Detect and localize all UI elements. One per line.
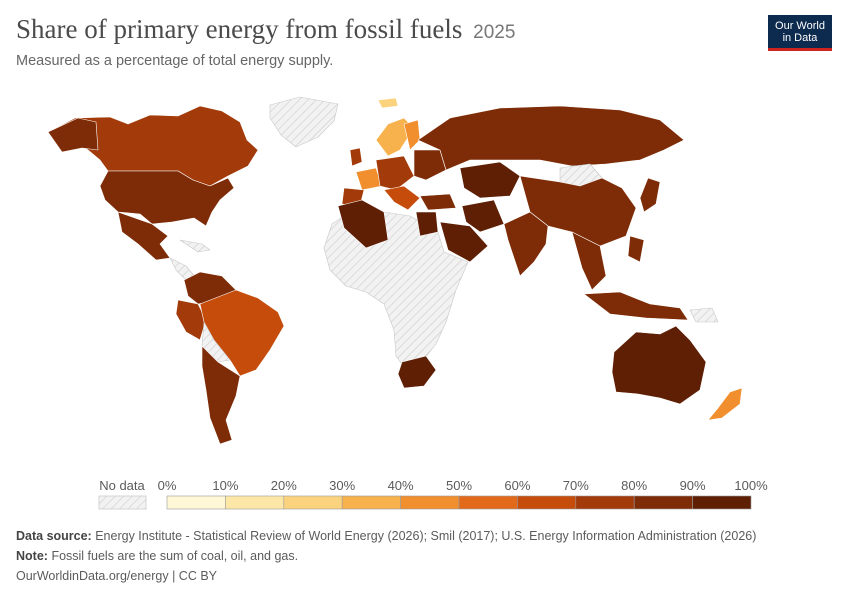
region-turkey[interactable] xyxy=(419,193,457,211)
region-png[interactable] xyxy=(689,307,719,323)
legend-bin-2[interactable] xyxy=(283,495,343,510)
region-greenland[interactable] xyxy=(269,96,339,148)
region-new-zealand[interactable] xyxy=(707,387,743,421)
legend-tick-labels: 0% 10% 20% 30% 40% 50% 60% 70% 80% 90% 100% xyxy=(158,478,768,493)
region-iran[interactable] xyxy=(461,199,505,233)
region-indonesia[interactable] xyxy=(583,291,689,321)
legend-bin-8[interactable] xyxy=(633,495,693,510)
source-label: Data source: xyxy=(16,529,92,543)
legend-bin-9[interactable] xyxy=(692,495,752,510)
region-russia[interactable] xyxy=(417,105,685,171)
region-canada[interactable] xyxy=(47,105,259,187)
legend-tick-label: 80% xyxy=(621,478,647,493)
legend-tick-label: 60% xyxy=(504,478,530,493)
region-central-europe[interactable] xyxy=(375,155,415,191)
no-data-label: No data xyxy=(99,478,145,493)
legend-bin-3[interactable] xyxy=(341,495,401,510)
world-map xyxy=(47,96,743,445)
region-philippines[interactable] xyxy=(627,235,645,263)
footer-note: Note: Fossil fuels are the sum of coal, … xyxy=(16,549,298,563)
region-iceland[interactable] xyxy=(377,97,399,109)
region-alaska[interactable] xyxy=(47,117,99,153)
legend-bin-6[interactable] xyxy=(517,495,577,510)
title-text: Share of primary energy from fossil fuel… xyxy=(16,14,463,44)
legend-bin-7[interactable] xyxy=(575,495,635,510)
region-south-africa[interactable] xyxy=(397,355,437,389)
logo-line-1: Our World xyxy=(775,20,825,32)
region-japan[interactable] xyxy=(639,177,661,213)
region-india[interactable] xyxy=(503,211,549,277)
legend-tick-label: 70% xyxy=(563,478,589,493)
owid-logo[interactable]: Our World in Data xyxy=(768,15,832,51)
legend-bin-4[interactable] xyxy=(400,495,460,510)
region-usa[interactable] xyxy=(99,170,235,227)
region-australia[interactable] xyxy=(611,325,707,405)
legend-bin-5[interactable] xyxy=(458,495,518,510)
no-data-swatch xyxy=(98,495,147,510)
legend-tick-label: 90% xyxy=(680,478,706,493)
legend-tick-label: 40% xyxy=(388,478,414,493)
legend-tick-label: 0% xyxy=(158,478,177,493)
note-text: Fossil fuels are the sum of coal, oil, a… xyxy=(51,549,299,563)
legend-bin-0[interactable] xyxy=(166,495,226,510)
note-label: Note: xyxy=(16,549,48,563)
region-arabia[interactable] xyxy=(439,221,489,263)
region-egypt[interactable] xyxy=(415,211,439,237)
region-eastern-europe[interactable] xyxy=(413,149,447,181)
region-peru[interactable] xyxy=(175,299,207,341)
map-legend: No data 0% 10% 20% 30% 40% 50% 60% 70% 80% 90% 100… xyxy=(98,478,768,510)
region-argentina-chile[interactable] xyxy=(201,345,241,445)
region-central-asia[interactable] xyxy=(459,161,521,199)
region-southeast-asia[interactable] xyxy=(571,231,607,291)
legend-tick-label: 20% xyxy=(271,478,297,493)
region-finland[interactable] xyxy=(403,119,421,151)
logo-line-2: in Data xyxy=(782,32,818,44)
chart-title: Share of primary energy from fossil fuel… xyxy=(16,14,515,45)
footer-url[interactable]: OurWorldinData.org/energy | CC BY xyxy=(16,569,218,583)
region-uk[interactable] xyxy=(349,147,363,167)
legend-bin-1[interactable] xyxy=(225,495,285,510)
legend-color-bins xyxy=(166,495,752,510)
legend-tick-label: 50% xyxy=(446,478,472,493)
region-caribbean[interactable] xyxy=(179,239,211,253)
footer-source: Data source: Energy Institute - Statisti… xyxy=(16,529,756,543)
region-algeria[interactable] xyxy=(337,199,389,249)
legend-tick-label: 100% xyxy=(734,478,768,493)
legend-tick-label: 10% xyxy=(212,478,238,493)
region-bolivia[interactable] xyxy=(201,321,231,363)
legend-tick-label: 30% xyxy=(329,478,355,493)
year-label: 2025 xyxy=(473,22,516,43)
chart-subtitle: Measured as a percentage of total energy… xyxy=(16,53,334,69)
source-text: Energy Institute - Statistical Review of… xyxy=(95,529,757,543)
region-africa[interactable] xyxy=(323,211,469,371)
region-italy-balkans[interactable] xyxy=(383,185,421,211)
